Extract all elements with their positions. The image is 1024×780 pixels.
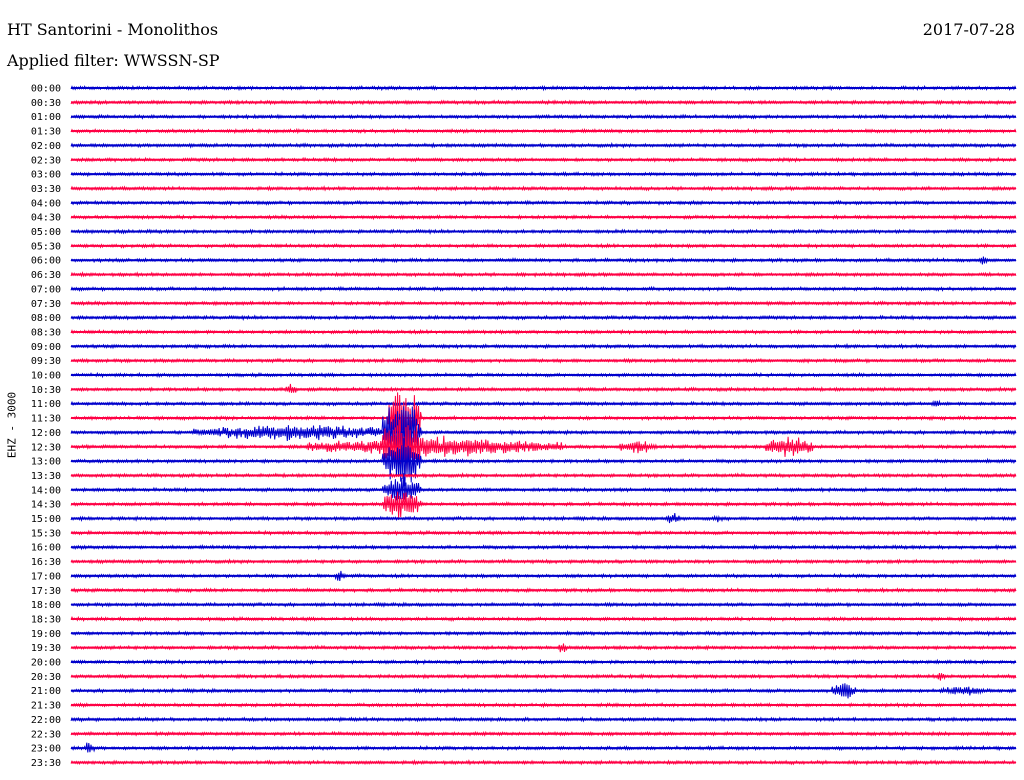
time-label-1130: 11:30 — [31, 414, 61, 425]
time-label-0530: 05:30 — [31, 241, 61, 252]
time-label-0000: 00:00 — [31, 84, 61, 95]
time-label-1500: 15:00 — [31, 514, 61, 525]
time-label-2000: 20:00 — [31, 658, 61, 669]
time-label-0400: 04:00 — [31, 198, 61, 209]
time-label-1030: 10:30 — [31, 385, 61, 396]
time-label-1230: 12:30 — [31, 442, 61, 453]
time-label-2330: 23:30 — [31, 758, 61, 769]
time-label-0600: 06:00 — [31, 256, 61, 267]
time-label-1730: 17:30 — [31, 586, 61, 597]
time-label-1930: 19:30 — [31, 643, 61, 654]
time-label-0430: 04:30 — [31, 213, 61, 224]
time-label-2030: 20:30 — [31, 672, 61, 683]
time-label-1800: 18:00 — [31, 600, 61, 611]
time-label-0030: 00:30 — [31, 98, 61, 109]
trace-1200 — [70, 406, 1017, 466]
time-label-1530: 15:30 — [31, 528, 61, 539]
time-label-0730: 07:30 — [31, 299, 61, 310]
trace-1630 — [70, 558, 1017, 565]
time-label-0900: 09:00 — [31, 342, 61, 353]
time-label-0100: 01:00 — [31, 112, 61, 123]
time-label-1600: 16:00 — [31, 543, 61, 554]
time-label-1100: 11:00 — [31, 399, 61, 410]
time-label-1900: 19:00 — [31, 629, 61, 640]
trace-1430 — [70, 491, 1017, 518]
time-label-0630: 06:30 — [31, 270, 61, 281]
time-label-0830: 08:30 — [31, 327, 61, 338]
time-label-2100: 21:00 — [31, 686, 61, 697]
record-date: 2017-07-28 — [922, 20, 1015, 39]
time-label-1000: 10:00 — [31, 371, 61, 382]
time-label-1700: 17:00 — [31, 571, 61, 582]
time-label-0500: 05:00 — [31, 227, 61, 238]
time-label-1400: 14:00 — [31, 485, 61, 496]
time-label-2200: 22:00 — [31, 715, 61, 726]
time-label-0800: 08:00 — [31, 313, 61, 324]
trace-1030 — [70, 383, 1017, 393]
trace-1400 — [70, 473, 1017, 501]
time-label-1630: 16:30 — [31, 557, 61, 568]
time-label-0130: 01:30 — [31, 127, 61, 138]
time-label-1330: 13:30 — [31, 471, 61, 482]
time-label-1830: 18:30 — [31, 614, 61, 625]
time-label-1300: 13:00 — [31, 457, 61, 468]
time-label-0930: 09:30 — [31, 356, 61, 367]
time-label-2230: 22:30 — [31, 729, 61, 740]
filter-label: Applied filter: WWSSN-SP — [7, 51, 220, 70]
time-label-0300: 03:00 — [31, 170, 61, 181]
time-label-1430: 14:30 — [31, 500, 61, 511]
station-title: HT Santorini - Monolithos — [7, 20, 219, 39]
time-label-0200: 02:00 — [31, 141, 61, 152]
time-label-0230: 02:30 — [31, 155, 61, 166]
time-label-0700: 07:00 — [31, 284, 61, 295]
time-label-2300: 23:00 — [31, 744, 61, 755]
time-label-1200: 12:00 — [31, 428, 61, 439]
time-label-2130: 21:30 — [31, 701, 61, 712]
time-label-0330: 03:30 — [31, 184, 61, 195]
